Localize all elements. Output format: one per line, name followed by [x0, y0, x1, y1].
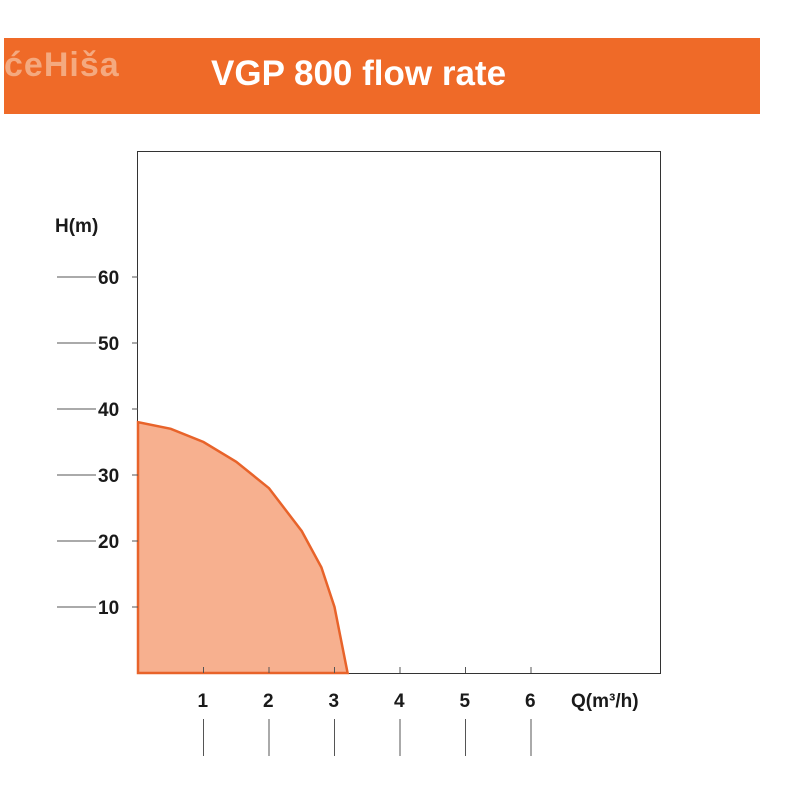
y-tick-label: 40 — [98, 400, 119, 421]
title-banner: ćeHiša VGP 800 flow rate — [4, 38, 760, 114]
x-tick-label: 6 — [525, 691, 536, 712]
chart-title: VGP 800 flow rate — [211, 54, 507, 93]
x-axis-ticks: 1 2 3 4 5 6 — [198, 667, 536, 756]
x-tick-label: 5 — [460, 691, 471, 712]
y-axis-title: H(m) — [55, 216, 98, 237]
y-tick-label: 30 — [98, 466, 119, 487]
plot-frame — [137, 151, 661, 674]
x-tick-label: 2 — [263, 691, 274, 712]
x-axis-title: Q(m³/h) — [571, 691, 639, 712]
x-tick-label: 3 — [329, 691, 340, 712]
y-tick-label: 50 — [98, 334, 119, 355]
y-tick-label: 60 — [98, 268, 119, 289]
y-axis-ticks: 10 20 30 40 50 60 — [57, 268, 138, 619]
brand-logo: ćeHiša — [4, 46, 120, 84]
y-tick-label: 10 — [98, 598, 119, 619]
pump-curve-area — [136, 420, 350, 675]
y-tick-label: 20 — [98, 532, 119, 553]
x-tick-label: 4 — [394, 691, 405, 712]
x-tick-label: 1 — [198, 691, 209, 712]
